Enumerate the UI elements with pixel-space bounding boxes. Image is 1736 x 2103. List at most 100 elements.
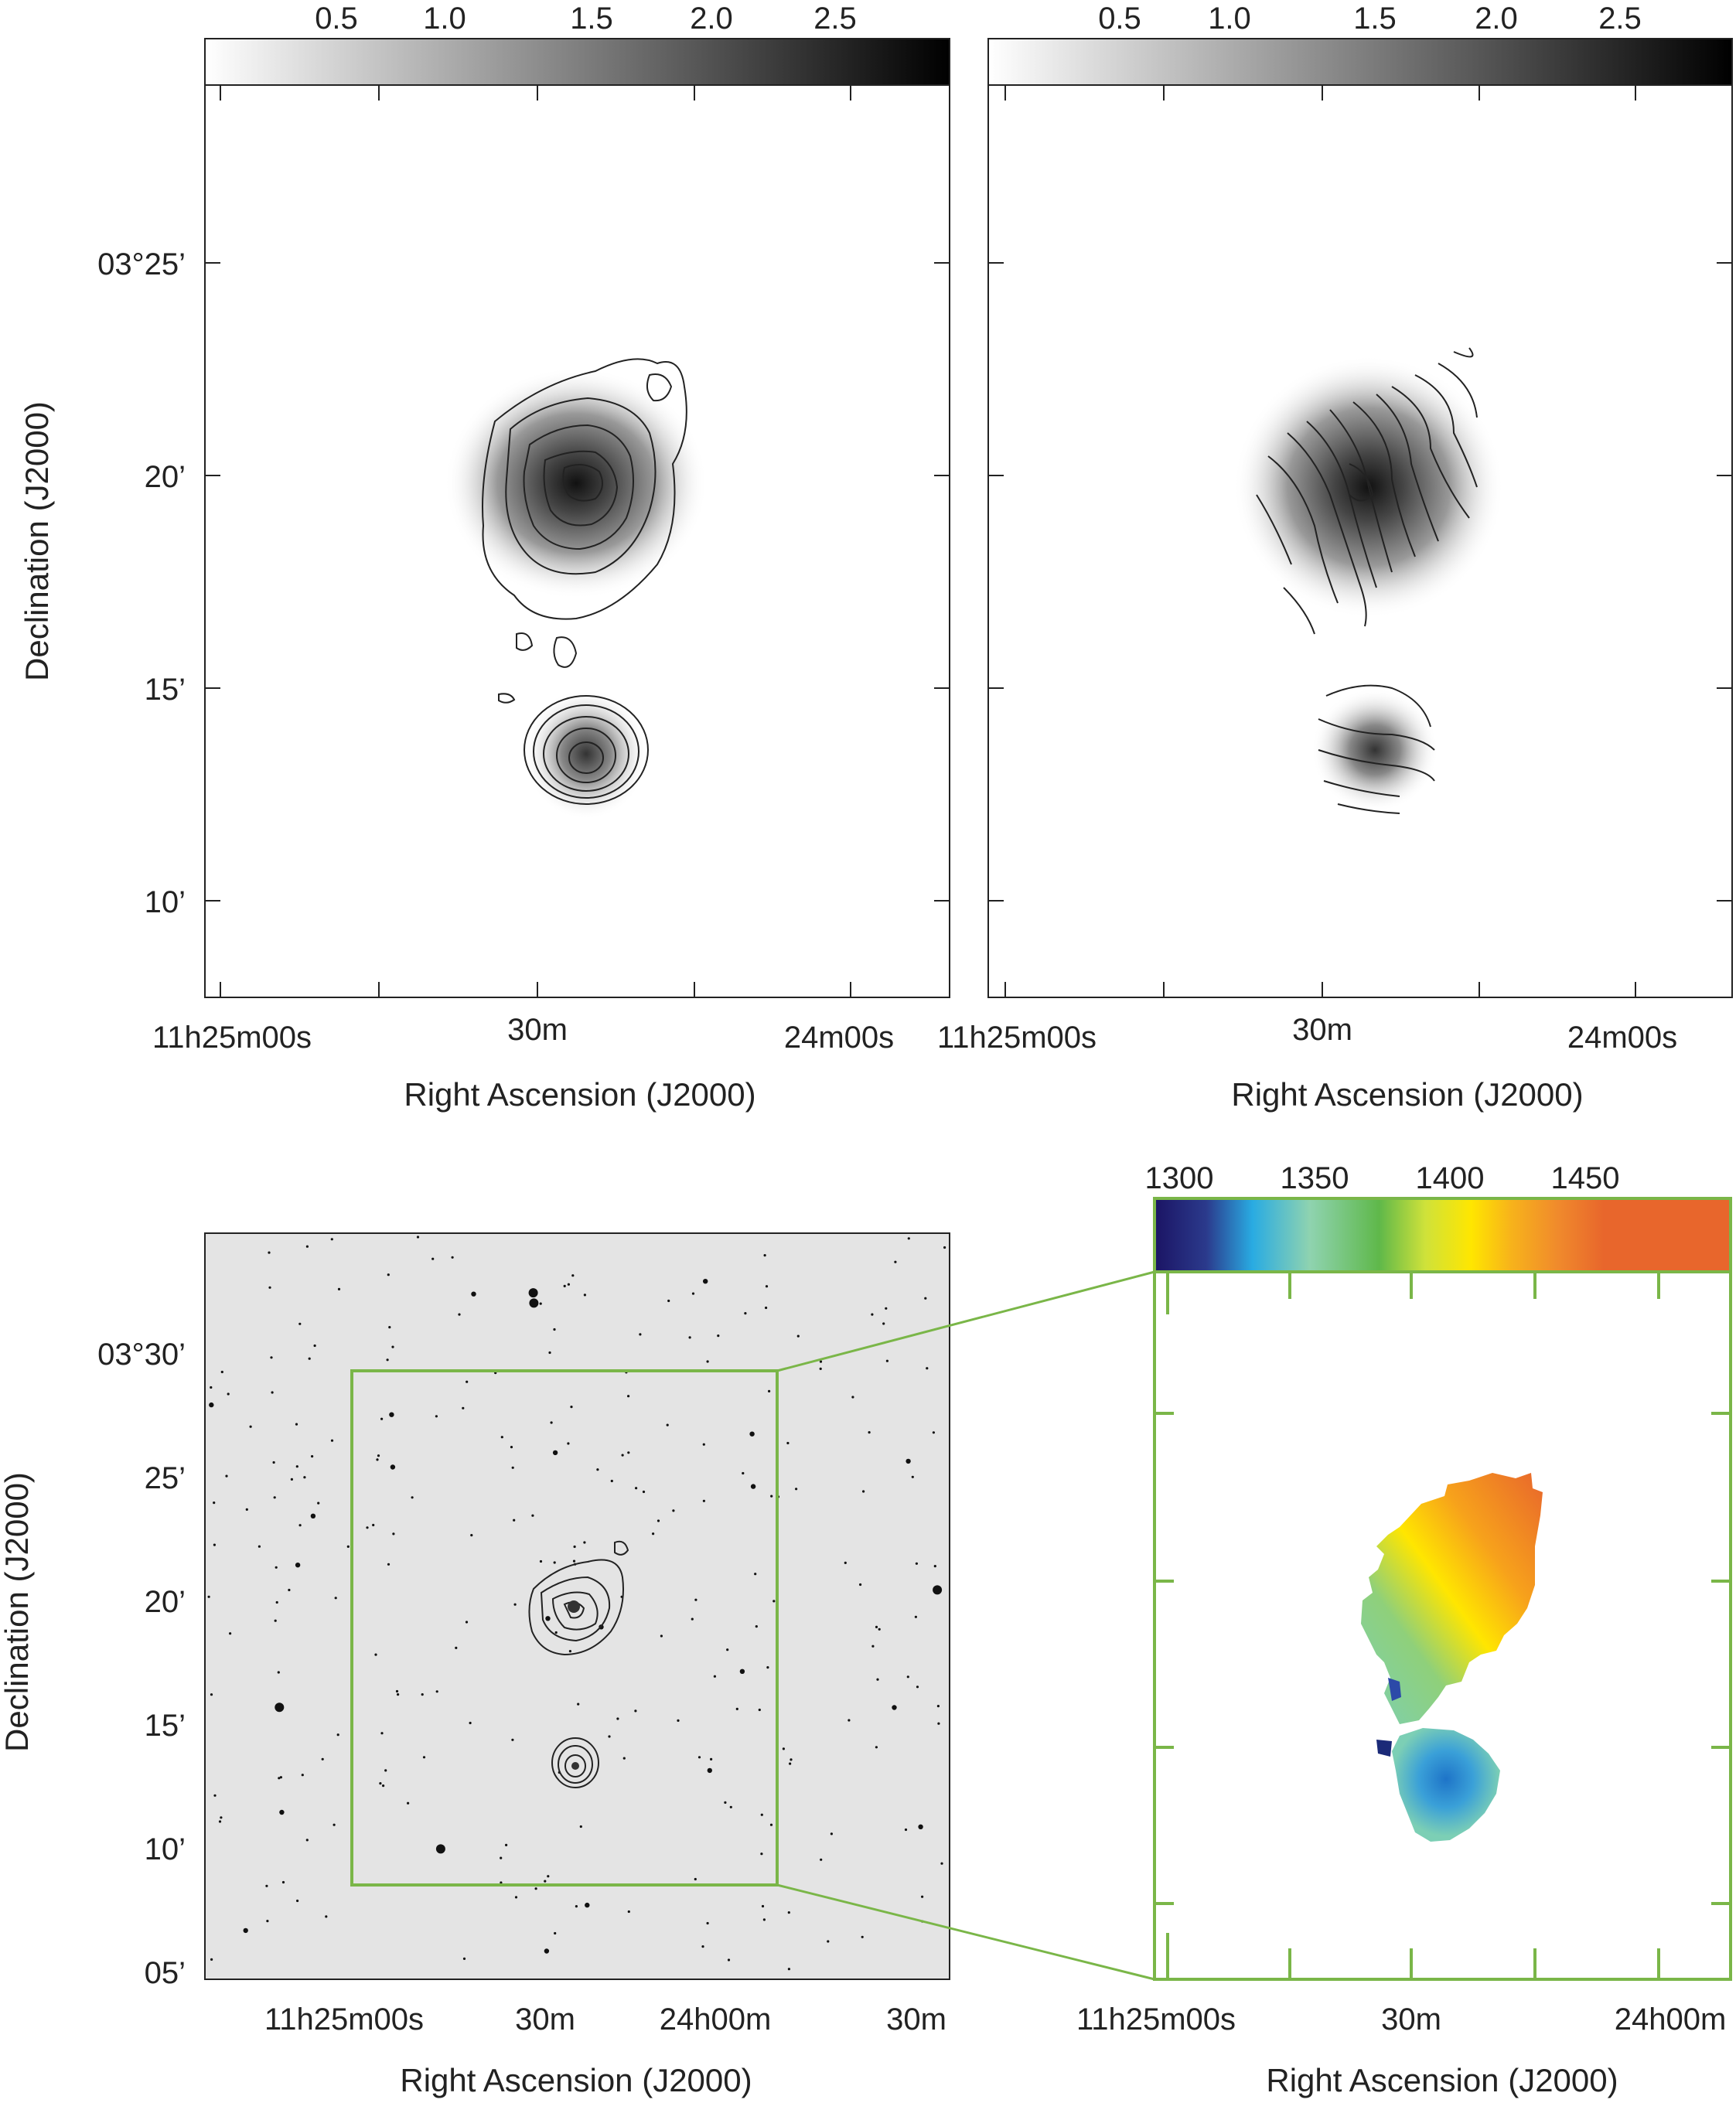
star bbox=[868, 1431, 871, 1434]
star bbox=[790, 1758, 793, 1761]
colorbar-tick-label: 0.5 bbox=[1098, 2, 1141, 36]
colorbar-tick-label: 1.0 bbox=[423, 2, 466, 36]
star bbox=[573, 1545, 576, 1549]
star bbox=[859, 1583, 862, 1587]
star bbox=[531, 1514, 534, 1517]
star bbox=[258, 1545, 261, 1548]
star bbox=[539, 1302, 542, 1305]
star bbox=[894, 1260, 897, 1263]
star bbox=[243, 1927, 248, 1934]
panel-top-left: 0.5 1.0 1.5 2.0 2.5 bbox=[19, 2, 950, 1113]
star bbox=[273, 1496, 276, 1499]
star bbox=[848, 1719, 851, 1722]
star bbox=[301, 1774, 304, 1777]
star bbox=[666, 1423, 669, 1426]
star bbox=[876, 1678, 879, 1681]
star bbox=[914, 1615, 917, 1618]
star bbox=[218, 1820, 222, 1823]
star bbox=[694, 1877, 697, 1881]
star bbox=[553, 1328, 556, 1331]
star bbox=[379, 1782, 382, 1785]
star bbox=[455, 1646, 458, 1649]
star bbox=[906, 1458, 911, 1464]
star bbox=[924, 1297, 927, 1300]
x-tick-label: 24h00m bbox=[1615, 2002, 1727, 2037]
colorbar-tick-label: 1300 bbox=[1145, 1161, 1214, 1195]
star bbox=[768, 1389, 771, 1392]
star bbox=[572, 1559, 576, 1563]
star bbox=[213, 1794, 217, 1797]
star bbox=[210, 1958, 213, 1961]
star bbox=[892, 1705, 897, 1710]
star bbox=[392, 1532, 395, 1535]
y-axis-label: Declination (J2000) bbox=[19, 401, 55, 681]
hi-emission-north bbox=[445, 367, 708, 599]
star bbox=[735, 1707, 738, 1710]
star bbox=[390, 1464, 396, 1470]
star bbox=[610, 1479, 613, 1483]
star bbox=[762, 1918, 766, 1921]
star bbox=[210, 1693, 213, 1696]
y-tick-label: 10’ bbox=[145, 1832, 186, 1866]
star bbox=[795, 1488, 798, 1491]
star bbox=[435, 1415, 438, 1418]
x-tick-label: 30m bbox=[515, 2002, 575, 2037]
star bbox=[608, 1735, 611, 1738]
star bbox=[796, 1334, 800, 1338]
star bbox=[862, 1490, 865, 1493]
star bbox=[333, 1823, 336, 1826]
y-tick-label: 20’ bbox=[145, 460, 186, 494]
star bbox=[372, 1523, 375, 1527]
star bbox=[563, 1284, 566, 1287]
star bbox=[366, 1526, 369, 1529]
x-tick-label: 11h25m00s bbox=[1076, 2002, 1236, 2037]
star bbox=[702, 1443, 705, 1446]
star bbox=[871, 1645, 875, 1648]
y-tick-label: 05’ bbox=[145, 1956, 186, 1990]
star bbox=[878, 1628, 881, 1631]
contours-north bbox=[482, 358, 687, 704]
star bbox=[744, 1312, 747, 1315]
star bbox=[514, 1896, 518, 1899]
star bbox=[421, 1693, 424, 1696]
star bbox=[295, 1423, 298, 1426]
star bbox=[510, 1446, 513, 1449]
colorbar-velocity bbox=[1153, 1197, 1732, 1273]
x-axis-label: Right Ascension (J2000) bbox=[404, 1076, 755, 1113]
star bbox=[875, 1625, 878, 1628]
x-tick-label: 24m00s bbox=[1567, 1021, 1677, 1055]
x-tick-label: 24h00m bbox=[660, 2002, 772, 2037]
star bbox=[761, 1904, 765, 1908]
star bbox=[377, 1454, 380, 1457]
star bbox=[513, 1603, 517, 1606]
panel-bottom-right: 1300 1350 1400 1450 11h25m00s 30m 24h00m bbox=[1076, 1161, 1732, 2098]
star bbox=[336, 1733, 339, 1737]
x-axis-label: Right Ascension (J2000) bbox=[1231, 1076, 1583, 1113]
star bbox=[769, 1823, 773, 1826]
star bbox=[471, 1291, 476, 1297]
star bbox=[750, 1484, 756, 1489]
star bbox=[380, 1732, 384, 1735]
star bbox=[701, 1945, 704, 1948]
star bbox=[739, 1668, 745, 1674]
star bbox=[706, 1921, 709, 1925]
star bbox=[389, 1412, 394, 1417]
x-axis-label: Right Ascension (J2000) bbox=[1266, 2062, 1618, 2098]
star bbox=[548, 1351, 551, 1355]
star bbox=[694, 1598, 697, 1601]
star bbox=[277, 1671, 280, 1674]
star bbox=[702, 1499, 706, 1502]
star bbox=[936, 1705, 940, 1708]
moment1-emission-south bbox=[1311, 688, 1438, 812]
contours-south bbox=[524, 695, 649, 805]
zoom-connector-lines bbox=[776, 1270, 1155, 1981]
x-tick-label: 30m bbox=[1292, 1013, 1352, 1047]
colorbar-tick-label: 1.5 bbox=[570, 2, 613, 36]
galaxy-north bbox=[568, 1600, 580, 1613]
star bbox=[717, 1334, 720, 1338]
star bbox=[298, 1322, 302, 1325]
y-tick-label: 25’ bbox=[145, 1461, 186, 1495]
star bbox=[871, 1313, 874, 1316]
velocity-field-patch bbox=[1376, 1740, 1392, 1757]
star bbox=[677, 1719, 680, 1722]
